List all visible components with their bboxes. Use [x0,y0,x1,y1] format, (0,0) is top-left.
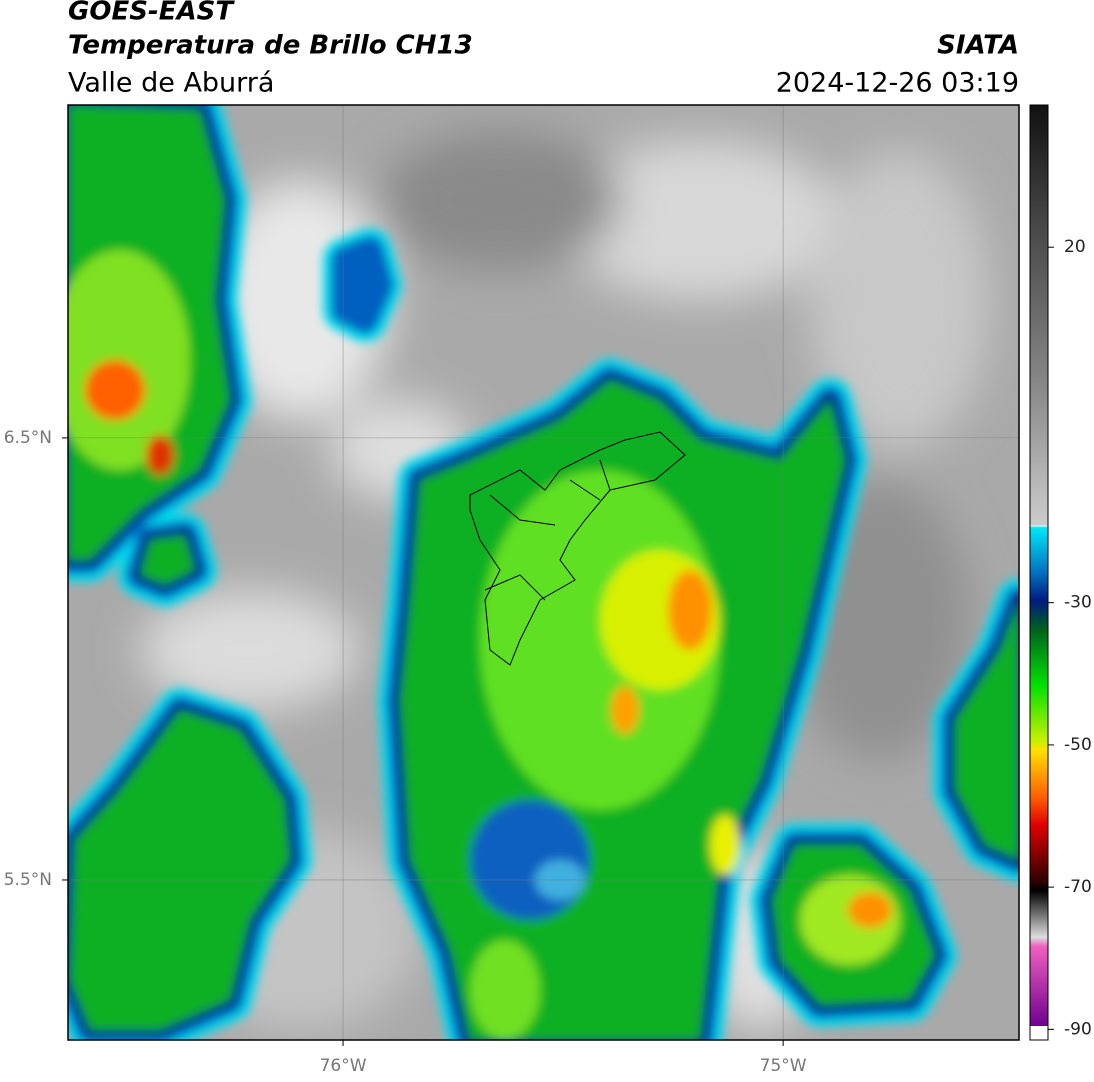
axes: 76°W 75°W 6.5°N 5.5°N [4,105,1019,1076]
y-tick-label: 6.5°N [4,428,52,448]
region: Valle de Aburrá [68,68,274,99]
source: SIATA [937,31,1019,61]
colorbar-tick-label: -70 [1064,877,1092,897]
y-tick-label: 5.5°N [4,870,52,890]
colorbar: 20 -30 -50 -70 -90 [1029,104,1092,1041]
x-tick-label: 75°W [760,1056,807,1076]
header: GOES-EAST Temperatura de Brillo CH13 Val… [68,0,1019,99]
colorbar-tick-label: -90 [1064,1019,1092,1039]
colorbar-tick-label: -50 [1064,735,1092,755]
title: GOES-EAST [68,0,235,27]
colorbar-tick-label: 20 [1064,237,1086,257]
colorbar-tick-label: -30 [1064,593,1092,613]
subtitle: Temperatura de Brillo CH13 [68,31,473,61]
x-tick-label: 76°W [320,1056,367,1076]
convective-cells [68,105,1019,1040]
map-frame [67,104,1020,1041]
datetime: 2024-12-26 03:19 [776,68,1019,99]
satellite-map [68,105,1019,1040]
colorbar-scale [1029,104,1049,1041]
municipal-borders [469,431,686,666]
